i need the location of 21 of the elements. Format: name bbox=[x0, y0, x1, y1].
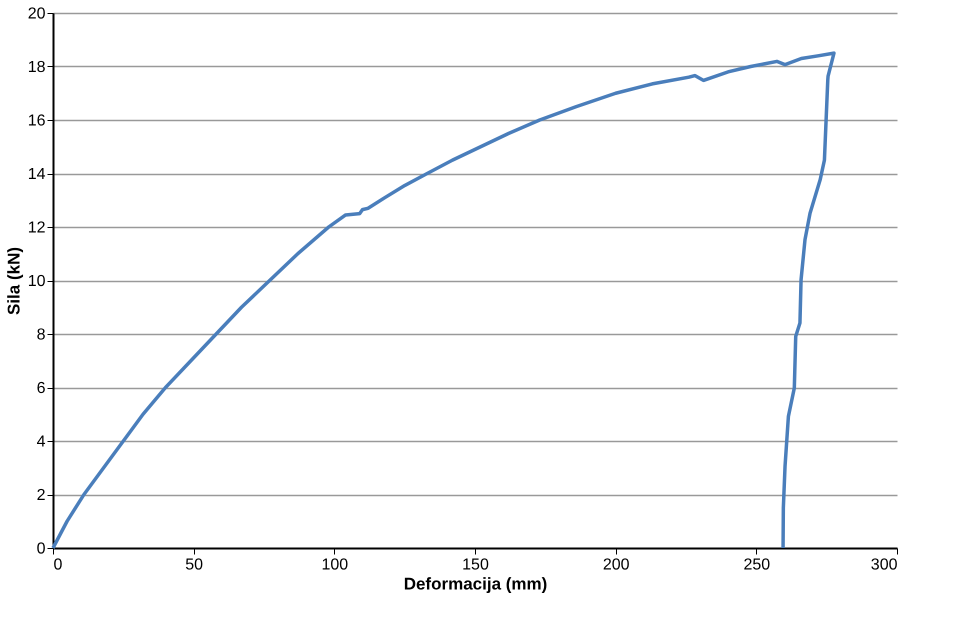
x-tick-label: 0 bbox=[54, 556, 62, 574]
y-tick-label: 8 bbox=[36, 326, 46, 344]
y-tick-label: 10 bbox=[28, 273, 46, 290]
x-tick-label: 250 bbox=[743, 556, 770, 574]
x-tick-label: 200 bbox=[602, 556, 630, 574]
y-axis-title: Sila (kN) bbox=[4, 246, 24, 316]
y-tick-label: 16 bbox=[28, 112, 46, 130]
x-axis-title: Deformacija (mm) bbox=[404, 574, 548, 594]
y-tick-label: 2 bbox=[36, 487, 46, 504]
y-tick-label: 18 bbox=[28, 59, 46, 76]
y-tick-label: 4 bbox=[36, 434, 46, 450]
y-tick-label: 20 bbox=[28, 6, 46, 22]
x-tick-label: 100 bbox=[321, 556, 348, 574]
y-tick-label: 12 bbox=[28, 220, 46, 236]
line-series bbox=[51, 51, 836, 550]
y-tick-label: 14 bbox=[28, 166, 46, 183]
y-tick-label: 0 bbox=[36, 540, 46, 558]
y-tick-label: 6 bbox=[36, 380, 46, 397]
x-tick-label: 300 bbox=[870, 556, 898, 574]
x-tick-label: 150 bbox=[462, 556, 489, 574]
x-tick-label: 50 bbox=[185, 556, 204, 574]
